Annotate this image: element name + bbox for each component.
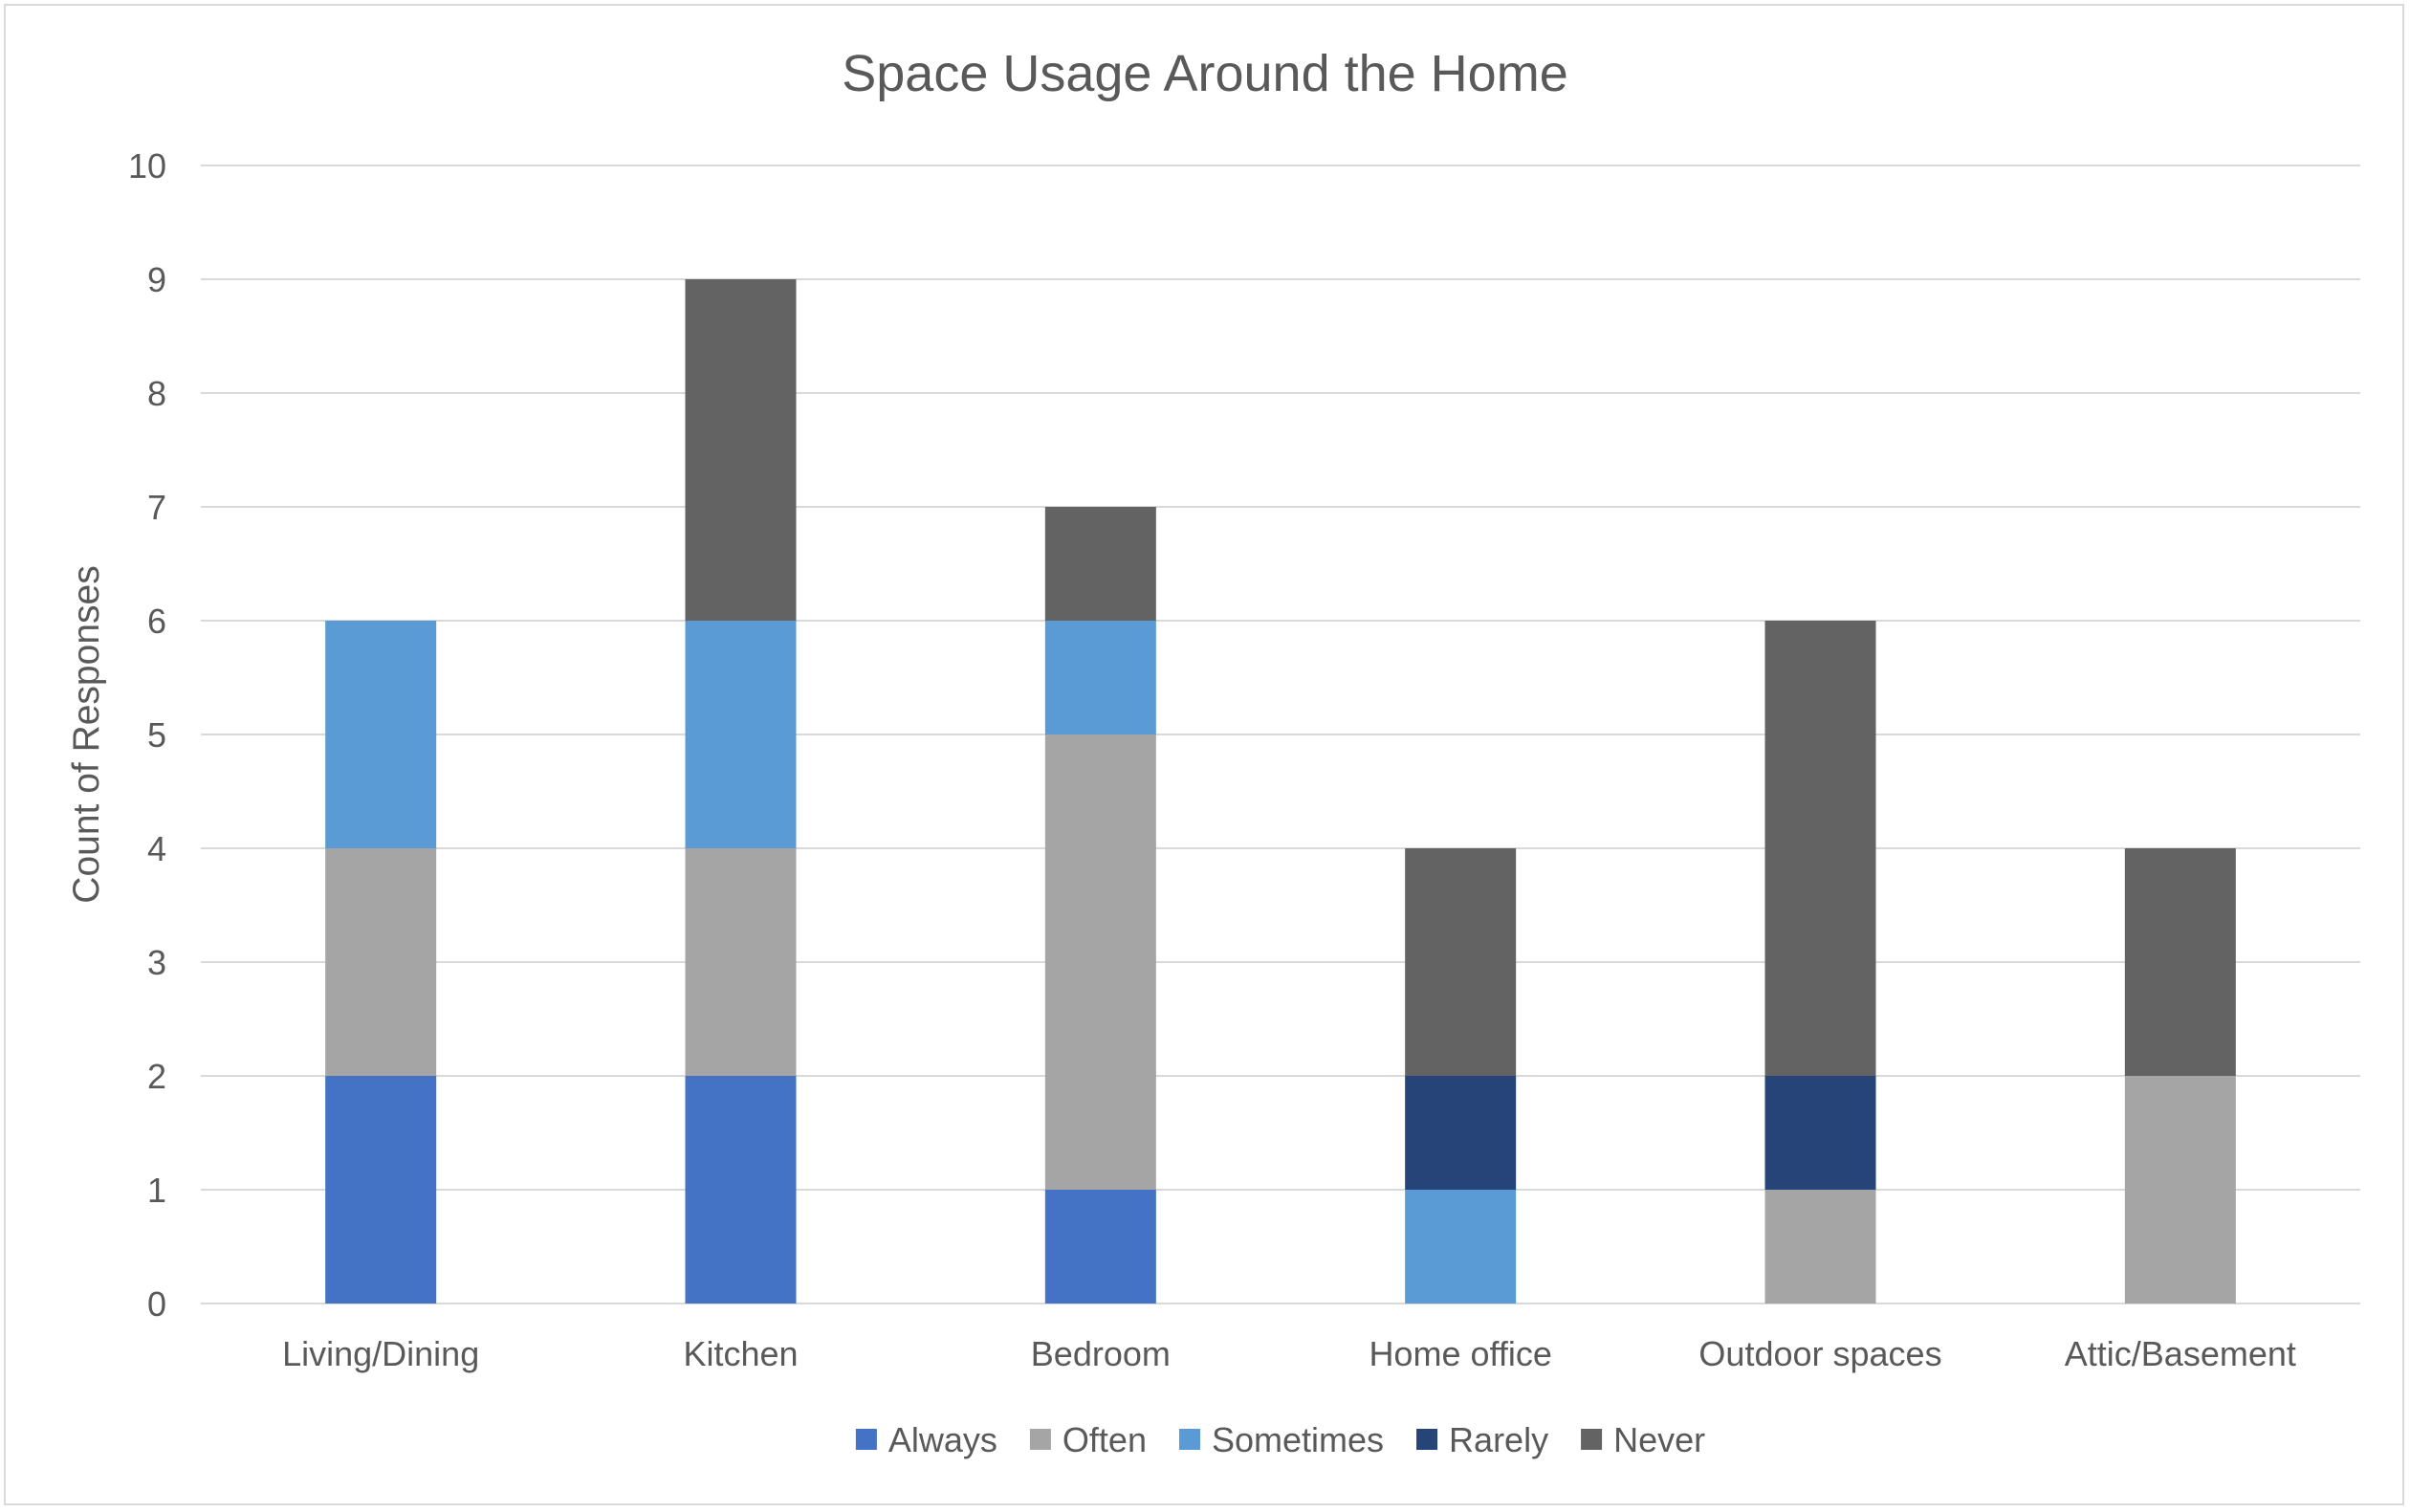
y-tick-label: 5 xyxy=(147,715,166,755)
bar-segment-often xyxy=(325,848,437,1076)
bar-segment-sometimes xyxy=(1405,1190,1517,1304)
y-tick-label: 0 xyxy=(147,1284,166,1324)
y-tick-label: 2 xyxy=(147,1057,166,1096)
bar-segment-never xyxy=(1044,507,1156,621)
x-tick-label: Bedroom xyxy=(1031,1334,1171,1373)
legend-label: Rarely xyxy=(1449,1420,1548,1459)
bar-segment-often xyxy=(685,848,797,1076)
legend-label: Always xyxy=(888,1420,997,1459)
legend-item: Rarely xyxy=(1416,1420,1548,1459)
bar-segment-never xyxy=(1764,621,1876,1076)
bar-segment-never xyxy=(1405,848,1517,1076)
bar-segment-always xyxy=(1044,1190,1156,1304)
y-tick-label: 9 xyxy=(147,260,166,299)
bar-segment-rarely xyxy=(1405,1076,1517,1190)
y-tick-label: 6 xyxy=(147,602,166,641)
bar-segment-sometimes xyxy=(1044,621,1156,734)
legend-swatch xyxy=(1416,1429,1438,1450)
bar-segment-often xyxy=(1044,734,1156,1190)
bars xyxy=(325,279,2236,1304)
bar-segment-never xyxy=(2124,848,2236,1076)
legend-swatch xyxy=(1178,1429,1200,1450)
legend-swatch xyxy=(1029,1429,1051,1450)
y-tick-label: 3 xyxy=(147,943,166,982)
legend-item: Never xyxy=(1581,1420,1705,1459)
legend-label: Never xyxy=(1613,1420,1705,1459)
x-tick-label: Home office xyxy=(1369,1334,1551,1373)
y-tick-label: 7 xyxy=(147,488,166,527)
legend-swatch xyxy=(855,1429,877,1450)
bar-segment-always xyxy=(685,1076,797,1304)
chart-title: Space Usage Around the Home xyxy=(842,45,1567,102)
bar-segment-always xyxy=(325,1076,437,1304)
legend: Always Often Sometimes Rarely Never xyxy=(855,1420,1705,1459)
bar-segment-often xyxy=(1764,1190,1876,1304)
x-tick-label: Outdoor spaces xyxy=(1698,1334,1941,1373)
bar-segment-rarely xyxy=(1764,1076,1876,1190)
bar-segment-sometimes xyxy=(685,621,797,848)
x-tick-label: Living/Dining xyxy=(282,1334,479,1373)
x-tick-label: Attic/Basement xyxy=(2065,1334,2296,1373)
legend-swatch xyxy=(1581,1429,1603,1450)
y-tick-label: 1 xyxy=(147,1171,166,1210)
gridlines xyxy=(201,164,2360,1304)
y-tick-label: 10 xyxy=(128,146,166,186)
legend-item: Often xyxy=(1029,1420,1147,1459)
legend-label: Sometimes xyxy=(1212,1420,1384,1459)
legend-label: Often xyxy=(1063,1420,1147,1459)
bar-segment-often xyxy=(2124,1076,2236,1304)
y-tick-label: 8 xyxy=(147,374,166,413)
legend-item: Always xyxy=(855,1420,997,1459)
legend-item: Sometimes xyxy=(1178,1420,1384,1459)
bar-segment-sometimes xyxy=(325,621,437,848)
y-axis-ticks: 0 1 2 3 4 5 6 7 8 9 10 xyxy=(128,146,166,1324)
x-tick-label: Kitchen xyxy=(683,1334,798,1373)
y-tick-label: 4 xyxy=(147,829,166,868)
y-axis-title: Count of Responses xyxy=(66,565,107,903)
bar-segment-never xyxy=(685,279,797,621)
x-axis-ticks: Living/Dining Kitchen Bedroom Home office Ou… xyxy=(282,1334,2296,1373)
